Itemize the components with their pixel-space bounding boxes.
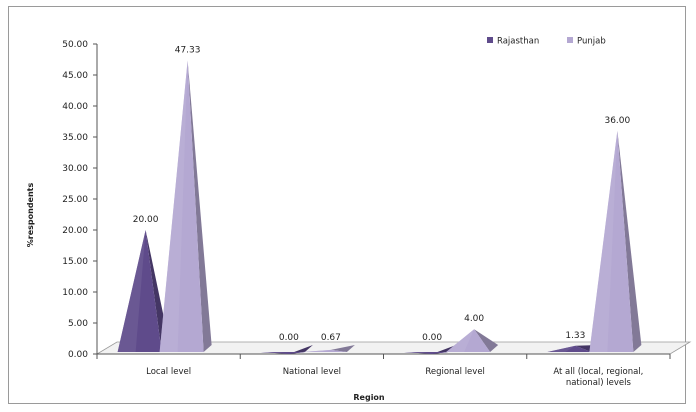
y-tick-label: 10.00 [62,288,88,298]
x-axis-title: Region [353,393,385,402]
bar-side-face [187,60,212,352]
data-label: 20.00 [133,215,159,225]
y-axis-title: %respondents [26,183,35,248]
data-label: 1.33 [565,331,585,341]
bar-punjab [589,130,642,352]
data-label: 0.00 [279,333,299,343]
bar-highlight [302,349,331,352]
legend-label-punjab: Punjab [577,37,606,47]
bar-rajasthan [404,345,457,354]
category-label: Regional level [425,367,485,377]
y-tick-label: 15.00 [62,257,88,267]
bar-highlight [159,60,188,352]
bar-highlight [260,352,289,354]
data-label: 36.00 [604,116,630,126]
y-tick-label: 20.00 [62,226,88,236]
category-label: National level [283,367,341,377]
y-tick-label: 0.00 [68,350,88,360]
data-labels: 20.00 0.00 0.00 1.33 47.33 0.67 4.00 36.00 [133,46,631,343]
data-label: 47.33 [175,46,201,56]
legend-swatch-punjab [567,37,573,43]
legend-swatch-rajasthan [487,37,493,43]
data-label: 0.00 [422,333,442,343]
y-tick-label: 5.00 [68,319,88,329]
data-label: 0.67 [321,333,341,343]
bar-side-face [617,130,642,352]
bar-highlight [404,352,433,354]
bar-highlight [117,230,146,352]
y-ticks: 0.00 5.00 10.00 15.00 20.00 25.00 30.00 35.00 40… [62,40,97,360]
bar-rajasthan [260,345,313,354]
bar-side-face [432,345,457,354]
bar-highlight [547,345,576,352]
bar-punjab [159,60,212,352]
y-tick-label: 45.00 [62,71,88,81]
y-tick-label: 25.00 [62,195,88,205]
legend-label-rajasthan: Rajasthan [497,37,539,47]
y-tick-label: 50.00 [62,40,88,50]
legend: Rajasthan Punjab [487,37,606,47]
bar-side-face [288,345,313,354]
category-label: At all (local, regional, national) levels [553,367,643,388]
bar-punjab [446,329,499,352]
bar-side-face [330,345,355,352]
bar-punjab [302,345,355,352]
category-label: Local level [146,367,191,377]
category-labels: Local level National level Regional level A… [96,354,671,388]
y-tick-label: 30.00 [62,164,88,174]
y-tick-label: 40.00 [62,102,88,112]
bar-highlight [446,329,475,352]
pyramid-bars [117,60,642,354]
data-label: 4.00 [464,314,484,324]
bar-side-face [474,329,499,352]
y-tick-label: 35.00 [62,133,88,143]
bar-highlight [589,130,618,352]
